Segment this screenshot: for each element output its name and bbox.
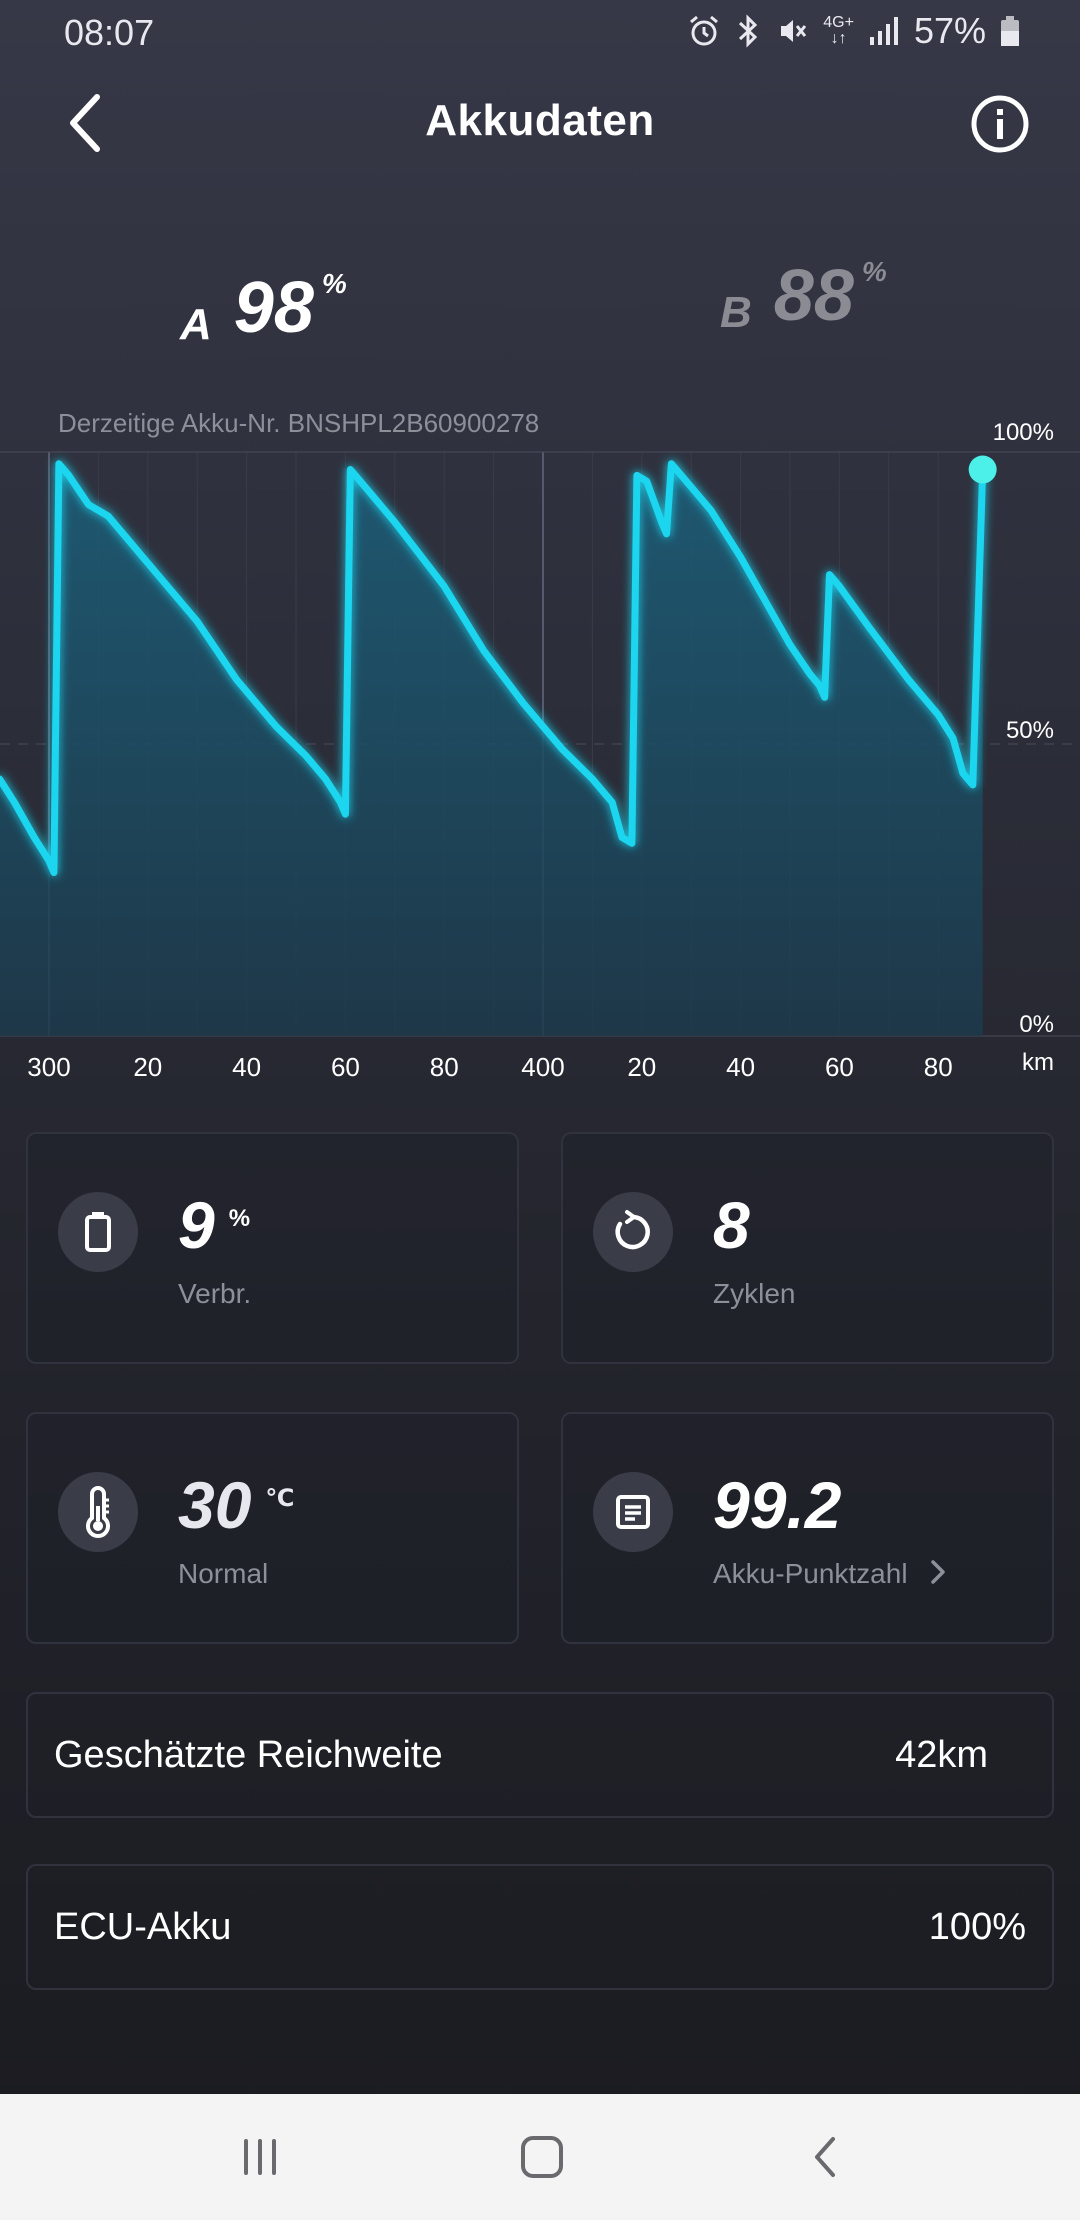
- temperature-card: 30 ℃ Normal: [26, 1412, 519, 1644]
- ecu-battery-value: 100%: [928, 1905, 1026, 1948]
- bluetooth-icon: [735, 14, 761, 48]
- system-nav-bar: [0, 2094, 1080, 2220]
- consumption-value: 9%: [178, 1190, 250, 1260]
- ecu-battery-row: ECU-Akku 100%: [26, 1864, 1054, 1990]
- back-button[interactable]: [52, 88, 118, 158]
- chevron-right-icon: [931, 1560, 946, 1584]
- estimated-range-value: 42km: [895, 1733, 988, 1776]
- score-value: 99.2: [713, 1468, 842, 1542]
- status-bar: 08:07 4G+ ↓↑ 57%: [0, 0, 1080, 62]
- chart-series-line: [0, 460, 987, 876]
- recents-icon: [244, 2139, 276, 2175]
- temperature-label: Normal: [178, 1558, 269, 1589]
- x-unit-label: km: [1022, 1049, 1054, 1076]
- chart-area-fill: [0, 463, 983, 1036]
- signal-icon: [868, 15, 900, 47]
- x-tick-label: 40: [726, 1052, 755, 1082]
- battery-a-unit: %: [321, 268, 347, 299]
- x-tick-label: 60: [825, 1052, 854, 1082]
- battery-a-value: 98: [233, 268, 314, 348]
- x-tick-label: 40: [232, 1052, 261, 1082]
- battery-a-letter: A: [180, 300, 212, 349]
- current-level-marker: [968, 455, 997, 484]
- score-label-text: Akku-Punktzahl: [713, 1558, 908, 1589]
- x-tick-label: 80: [430, 1052, 459, 1082]
- battery-b-value: 88: [773, 256, 854, 336]
- status-time: 08:07: [64, 12, 155, 53]
- mute-vibrate-icon: [775, 14, 809, 48]
- score-card[interactable]: 99.2 Akku-Punktzahl: [561, 1412, 1054, 1644]
- consumption-number: 9: [178, 1188, 215, 1262]
- ecu-battery-label: ECU-Akku: [54, 1905, 232, 1948]
- x-tick-label: 400: [521, 1052, 564, 1082]
- battery-icon: [1000, 15, 1020, 47]
- score-label: Akku-Punktzahl: [713, 1558, 949, 1590]
- estimated-range-label: Geschätzte Reichweite: [54, 1733, 443, 1776]
- temperature-value: 30 ℃: [178, 1470, 294, 1540]
- report-icon: [593, 1472, 673, 1552]
- battery-icon: [58, 1192, 138, 1272]
- refresh-icon: [593, 1192, 673, 1272]
- chart-labels: 100% 50% 0% 300 20 40 60 80 400 20 40 60 80 km: [27, 419, 1054, 1082]
- page-title: Akkudaten: [425, 96, 655, 145]
- estimated-range-row: Geschätzte Reichweite 42km: [26, 1692, 1054, 1818]
- battery-history-chart[interactable]: 100% 50% 0% 300 20 40 60 80 400 20 40 60 80 km: [0, 400, 1080, 1100]
- consumption-label: Verbr.: [178, 1278, 252, 1309]
- back-icon: [815, 2137, 835, 2177]
- battery-a-level[interactable]: A 98 %: [180, 268, 347, 350]
- info-icon: [971, 95, 1029, 153]
- chart-line: [0, 455, 997, 876]
- battery-number: Derzeitige Akku-Nr. BNSHPL2B60900278: [58, 408, 540, 438]
- consumption-unit: %: [228, 1205, 251, 1232]
- temperature-number: 30: [178, 1468, 252, 1542]
- recents-button[interactable]: [200, 2094, 320, 2220]
- chevron-left-icon: [70, 94, 100, 152]
- home-icon: [521, 2136, 563, 2178]
- cycles-card: 8 Zyklen: [561, 1132, 1054, 1364]
- thermometer-icon: [58, 1472, 138, 1552]
- x-tick-label: 300: [27, 1052, 70, 1082]
- x-tick-label: 20: [133, 1052, 162, 1082]
- status-icons: 4G+ ↓↑ 57%: [687, 10, 1020, 52]
- chart-area: [0, 463, 983, 1036]
- cycles-label: Zyklen: [713, 1278, 796, 1309]
- temperature-unit: ℃: [265, 1485, 295, 1512]
- nav-back-button[interactable]: [764, 2094, 884, 2220]
- alarm-icon: [687, 14, 721, 48]
- x-tick-label: 60: [331, 1052, 360, 1082]
- battery-b-unit: %: [861, 256, 887, 287]
- y-tick-label: 100%: [993, 419, 1054, 446]
- battery-b-level[interactable]: B 88 %: [720, 256, 887, 338]
- info-button[interactable]: [968, 92, 1032, 156]
- consumption-card: 9% Verbr.: [26, 1132, 519, 1364]
- network-type: 4G+: [823, 14, 854, 31]
- network-4g-icon: 4G+ ↓↑: [823, 14, 854, 47]
- battery-percent: 57%: [913, 10, 986, 51]
- y-tick-label: 50%: [1006, 717, 1054, 744]
- battery-b-letter: B: [720, 288, 752, 337]
- y-tick-label: 0%: [1019, 1011, 1054, 1038]
- x-tick-label: 20: [627, 1052, 656, 1082]
- cycles-value: 8: [713, 1188, 750, 1262]
- home-button[interactable]: [482, 2094, 602, 2220]
- x-tick-label: 80: [924, 1052, 953, 1082]
